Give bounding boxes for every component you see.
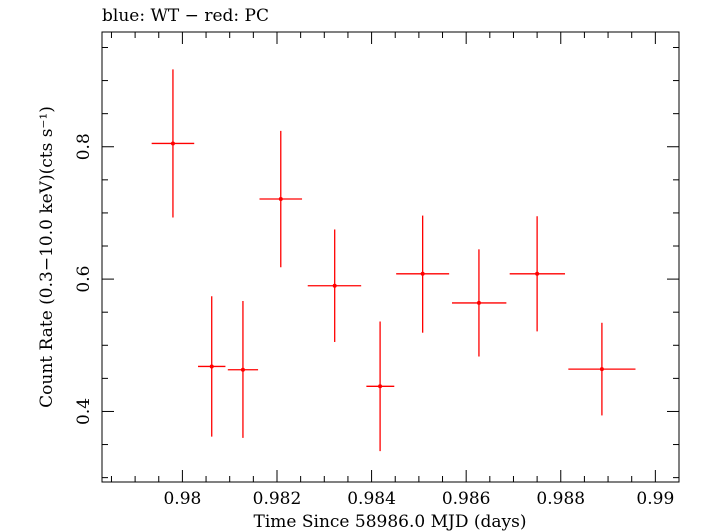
y-axis-tick-labels: 0.4 0.6 0.8 (74, 133, 94, 425)
data-point (366, 321, 395, 452)
point-marker (209, 364, 214, 369)
data-point (259, 130, 303, 268)
x-tick-label: 0.986 (442, 489, 491, 509)
data-point (227, 300, 259, 438)
x-axis-tick-labels: 0.98 0.982 0.984 0.986 0.988 0.99 (163, 489, 674, 509)
y-axis-ticks (102, 46, 679, 479)
point-marker (278, 197, 283, 202)
point-marker (240, 367, 245, 372)
chart-title: blue: WT − red: PC (102, 6, 269, 26)
plot-frame (101, 31, 680, 483)
x-tick-label: 0.99 (636, 489, 674, 509)
data-point (198, 296, 226, 437)
y-tick-label: 0.4 (74, 398, 94, 425)
point-marker (332, 283, 337, 288)
data-point (509, 216, 566, 332)
point-marker (170, 141, 175, 146)
data-point (396, 215, 450, 333)
x-axis-ticks (110, 32, 680, 482)
y-axis-label: Count Rate (0.3−10.0 keV)(cts s⁻¹) (37, 106, 57, 408)
x-tick-label: 0.984 (347, 489, 396, 509)
point-marker (535, 271, 540, 276)
data-point (151, 69, 195, 218)
data-point (568, 322, 636, 416)
x-axis-label: Time Since 58986.0 MJD (days) (254, 512, 527, 532)
x-tick-label: 0.988 (536, 489, 585, 509)
point-marker (420, 271, 425, 276)
data-point (307, 229, 362, 342)
x-tick-label: 0.982 (253, 489, 302, 509)
x-tick-label: 0.98 (163, 489, 201, 509)
point-marker (378, 384, 383, 389)
data-points (151, 69, 636, 452)
point-marker (476, 300, 481, 305)
point-marker (599, 367, 604, 372)
y-tick-label: 0.6 (74, 266, 94, 293)
data-point (451, 249, 507, 357)
y-tick-label: 0.8 (74, 133, 94, 160)
